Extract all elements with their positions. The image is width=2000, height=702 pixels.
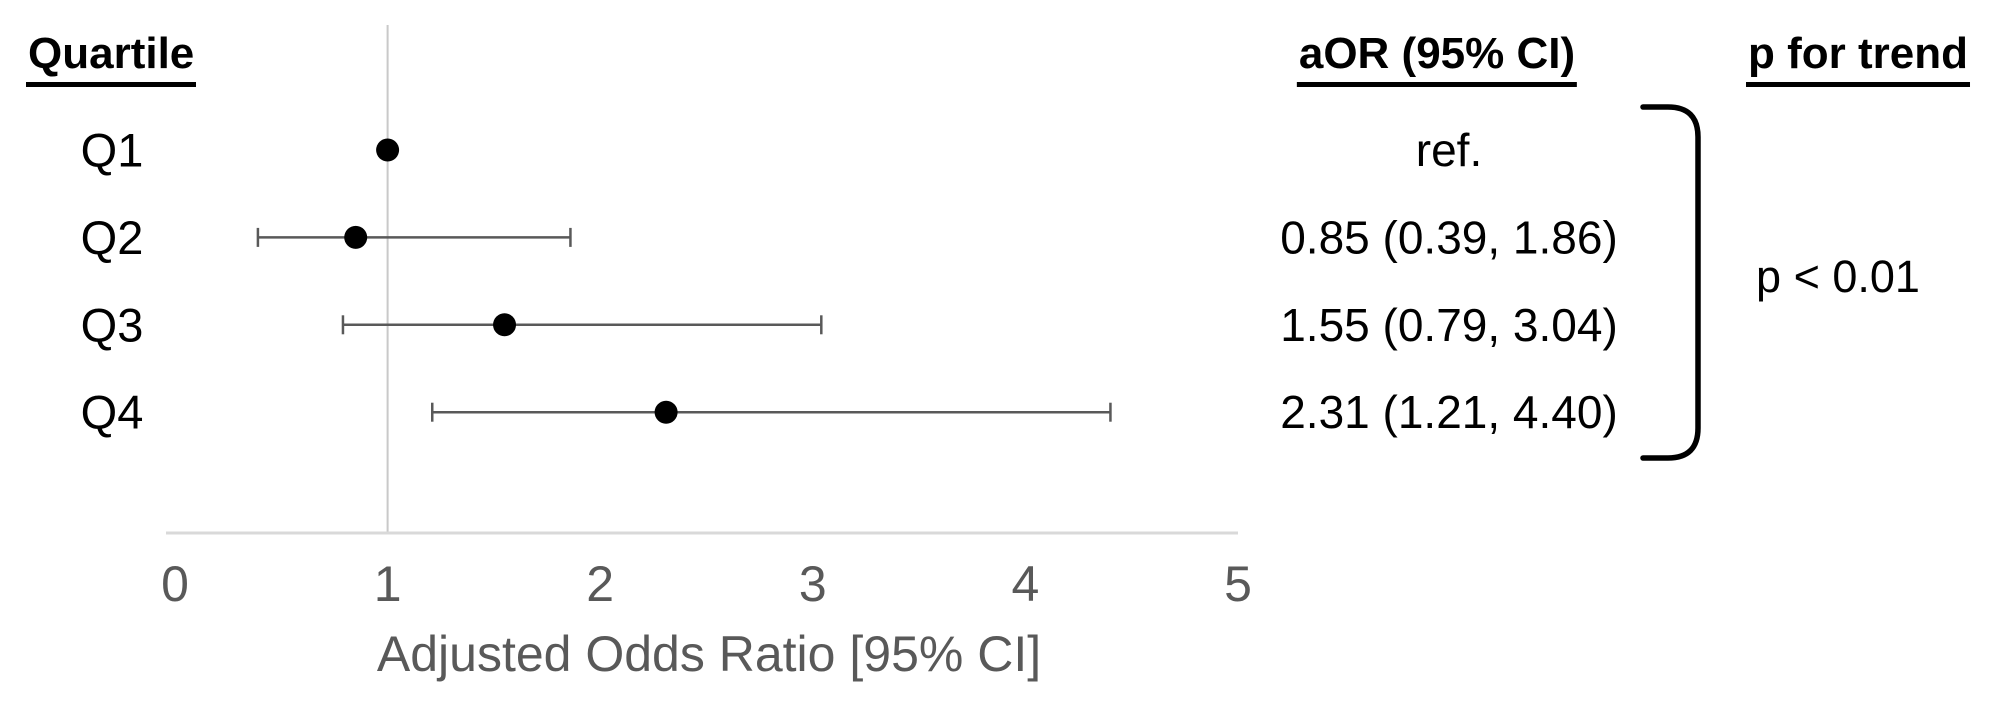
quartile-row-label: Q2 xyxy=(81,211,144,264)
x-axis-tick-label: 5 xyxy=(1224,556,1252,612)
odds-ratio-marker xyxy=(493,313,517,337)
aor-value-text: ref. xyxy=(1416,124,1482,176)
aor-value-text: 0.85 (0.39, 1.86) xyxy=(1280,211,1618,263)
p-for-trend-value: p < 0.01 xyxy=(1756,251,1920,302)
x-axis-tick-label: 3 xyxy=(799,556,827,612)
aor-value-text: 1.55 (0.79, 3.04) xyxy=(1280,299,1618,351)
quartile-column-header: Quartile xyxy=(26,29,197,88)
odds-ratio-marker xyxy=(344,225,368,249)
group-bracket xyxy=(1640,104,1701,461)
x-axis-tick-label: 2 xyxy=(586,556,614,612)
quartile-row-label: Q3 xyxy=(81,298,144,351)
p-for-trend-column-header: p for trend xyxy=(1746,29,1970,88)
aor-column-header: aOR (95% CI) xyxy=(1296,29,1578,88)
quartile-row-label: Q1 xyxy=(81,124,144,177)
odds-ratio-marker xyxy=(376,138,400,162)
x-axis-tick-label: 1 xyxy=(374,556,402,612)
quartile-row-label: Q4 xyxy=(81,386,144,439)
x-axis-title: Adjusted Odds Ratio [95% CI] xyxy=(376,626,1042,682)
aor-value-text: 2.31 (1.21, 4.40) xyxy=(1280,386,1618,438)
odds-ratio-marker xyxy=(654,400,678,424)
x-axis-tick-label: 4 xyxy=(1011,556,1039,612)
x-axis-tick-label: 0 xyxy=(161,556,189,612)
